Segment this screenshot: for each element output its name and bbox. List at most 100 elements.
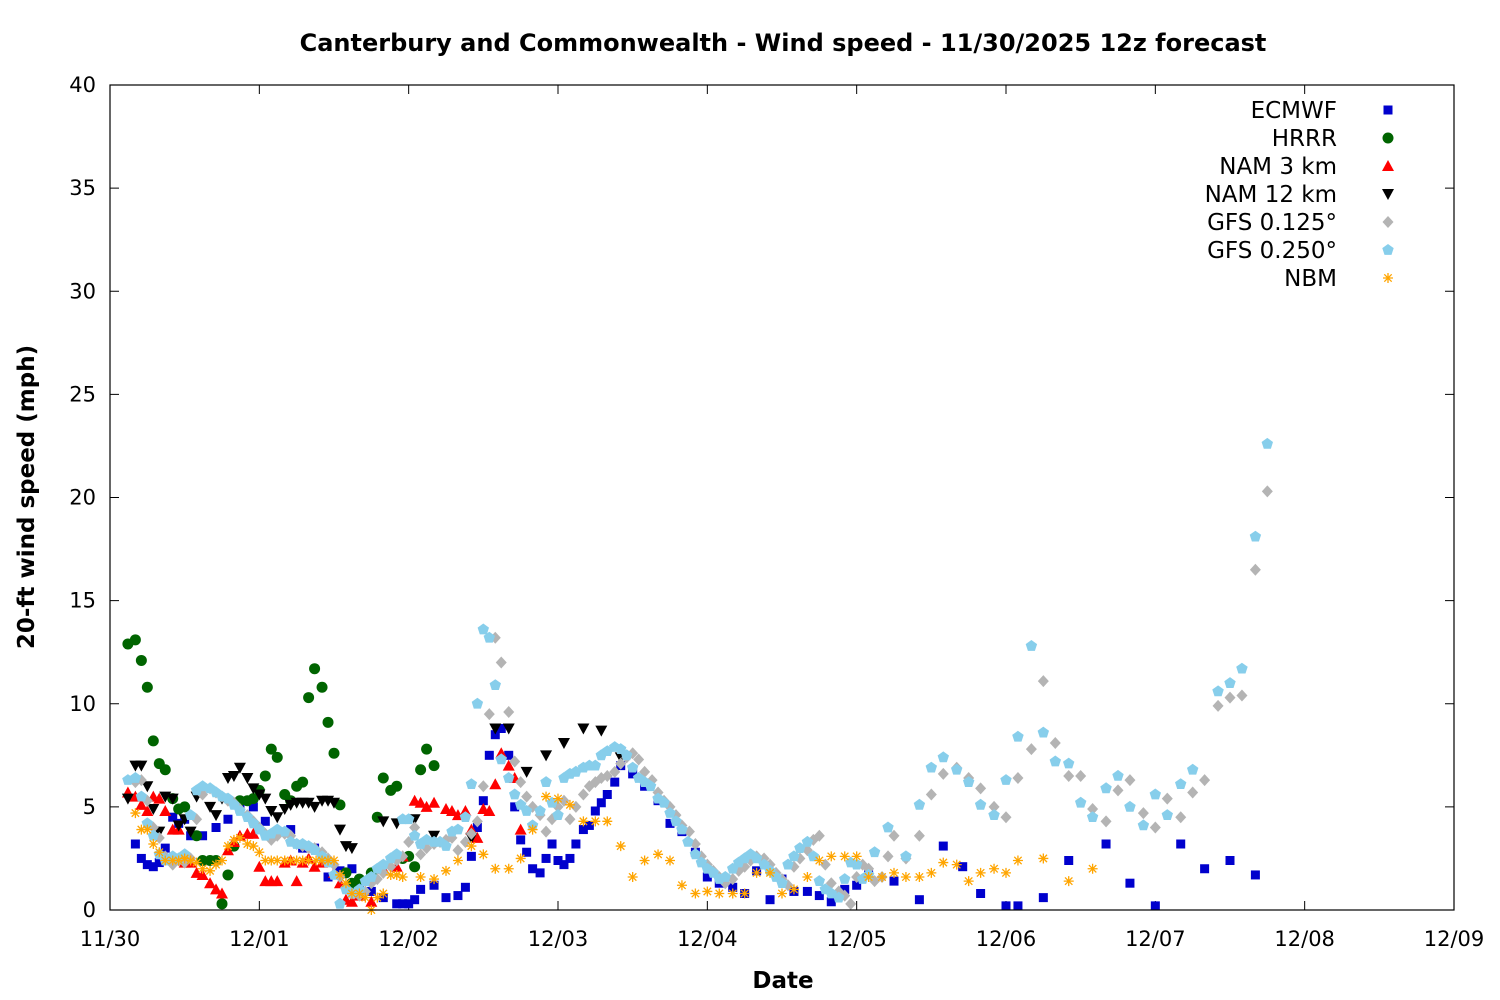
- point-ecmwf: [578, 825, 588, 835]
- point-nam-3-km: [308, 860, 321, 872]
- point-nbm: [266, 855, 277, 866]
- point-nbm: [354, 888, 365, 899]
- point-nam-12-km: [265, 806, 278, 817]
- point-gfs-0-125: [558, 794, 570, 807]
- point-ecmwf: [323, 872, 333, 882]
- point-ecmwf: [590, 806, 600, 816]
- point-ecmwf: [466, 851, 476, 861]
- point-hrrr: [391, 780, 403, 792]
- point-gfs-0-125: [1112, 784, 1124, 797]
- point-gfs-0-250: [334, 897, 346, 909]
- point-gfs-0-125: [937, 767, 949, 780]
- point-nbm: [963, 876, 974, 887]
- point-gfs-0-250: [621, 749, 633, 761]
- point-nbm: [564, 799, 575, 810]
- point-gfs-0-250: [937, 751, 949, 763]
- point-gfs-0-125: [452, 844, 464, 857]
- point-gfs-0-125: [1224, 691, 1236, 704]
- point-gfs-0-125: [1000, 811, 1012, 824]
- point-gfs-0-250: [1187, 763, 1199, 775]
- x-tick-label: 12/07: [1125, 927, 1186, 951]
- point-ecmwf: [392, 899, 402, 909]
- point-nbm: [877, 872, 888, 882]
- point-ecmwf: [472, 823, 482, 832]
- point-gfs-0-250: [833, 891, 845, 903]
- point-ecmwf: [541, 853, 551, 863]
- point-gfs-0-250: [515, 798, 527, 810]
- point-ecmwf: [168, 812, 178, 822]
- point-gfs-0-250: [489, 679, 501, 690]
- point-nbm: [154, 847, 165, 858]
- point-nam-12-km: [520, 766, 533, 778]
- point-gfs-0-250: [440, 840, 452, 851]
- point-gfs-0-250: [365, 871, 377, 882]
- point-ecmwf: [628, 769, 638, 779]
- point-nbm: [863, 872, 874, 882]
- point-nam-12-km: [233, 762, 246, 774]
- point-gfs-0-125: [577, 788, 589, 801]
- point-nam-3-km: [290, 875, 303, 887]
- data-points: [121, 437, 1273, 915]
- point-gfs-0-250: [377, 858, 389, 870]
- legend-label-hrrr: HRRR: [1272, 126, 1337, 152]
- point-nbm: [297, 855, 308, 866]
- point-ecmwf: [504, 750, 514, 760]
- point-nbm: [527, 824, 538, 835]
- point-ecmwf: [510, 802, 520, 812]
- point-gfs-0-250: [1075, 796, 1087, 808]
- point-hrrr: [259, 770, 271, 782]
- point-ecmwf: [154, 858, 164, 868]
- point-nbm: [452, 855, 463, 866]
- point-nbm: [1063, 876, 1074, 887]
- y-tick-label: 40: [69, 73, 96, 97]
- point-gfs-0-250: [770, 871, 782, 882]
- point-gfs-0-125: [459, 835, 471, 848]
- point-nam-3-km: [271, 875, 284, 887]
- point-ecmwf: [286, 825, 296, 835]
- legend-label-gfs-0-125: GFS 0.125°: [1207, 210, 1337, 236]
- point-nbm: [765, 867, 776, 878]
- point-ecmwf: [136, 853, 146, 863]
- point-ecmwf: [198, 831, 208, 841]
- point-nam-12-km: [227, 770, 240, 782]
- point-ecmwf: [1200, 864, 1210, 874]
- point-gfs-0-125: [813, 829, 825, 842]
- point-nam-12-km: [253, 789, 266, 801]
- point-nbm: [397, 872, 408, 882]
- point-gfs-0-125: [483, 708, 495, 721]
- x-tick-label: 12/09: [1424, 927, 1485, 951]
- point-nbm: [291, 855, 302, 866]
- point-ecmwf: [840, 884, 850, 894]
- point-nbm: [814, 855, 825, 866]
- point-nbm: [926, 867, 937, 878]
- point-nbm: [690, 888, 701, 899]
- point-nbm: [515, 853, 526, 864]
- point-gfs-0-250: [509, 788, 521, 800]
- point-gfs-0-250: [589, 759, 601, 771]
- point-gfs-0-250: [1212, 685, 1224, 697]
- point-ecmwf: [347, 864, 357, 874]
- point-nam-3-km: [483, 805, 496, 816]
- point-gfs-0-250: [963, 776, 975, 787]
- point-gfs-0-250: [1000, 774, 1012, 785]
- point-nbm: [142, 824, 153, 835]
- point-ecmwf: [938, 841, 948, 851]
- chart-title: Canterbury and Commonwealth - Wind speed…: [300, 29, 1267, 57]
- point-nam-3-km: [210, 883, 223, 895]
- point-gfs-0-125: [1149, 821, 1161, 834]
- point-nbm: [839, 851, 850, 862]
- point-nam-3-km: [253, 860, 266, 872]
- point-nam-3-km: [420, 800, 433, 812]
- point-nbm: [826, 851, 837, 862]
- point-hrrr: [191, 830, 203, 842]
- point-gfs-0-125: [1063, 769, 1075, 782]
- point-nbm: [391, 869, 402, 880]
- point-gfs-0-125: [1037, 675, 1049, 688]
- point-hrrr: [409, 861, 421, 873]
- point-gfs-0-250: [279, 825, 291, 837]
- point-nam-12-km: [557, 737, 570, 749]
- point-gfs-0-125: [495, 656, 507, 669]
- point-nam-12-km: [377, 816, 390, 828]
- point-gfs-0-250: [644, 780, 657, 792]
- point-nbm: [900, 872, 911, 882]
